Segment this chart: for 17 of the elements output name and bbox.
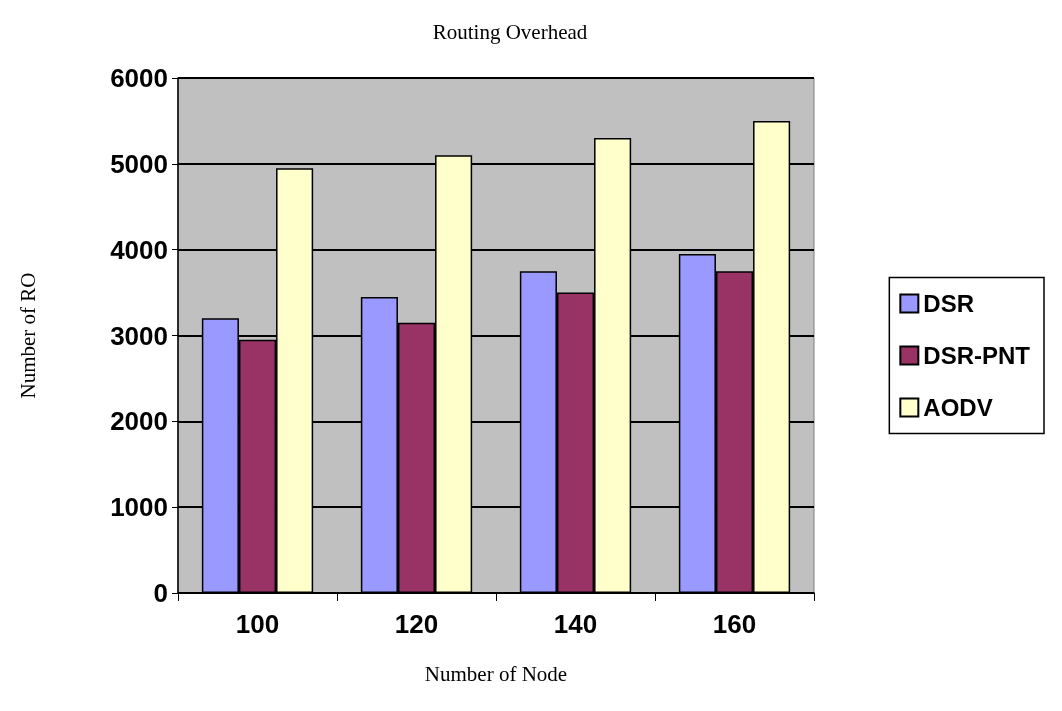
y-tick-label: 3000 — [110, 320, 168, 351]
y-tick-label: 4000 — [110, 234, 168, 265]
y-tick-label: 2000 — [110, 406, 168, 437]
y-tick-label: 1000 — [110, 492, 168, 523]
x-tick-label: 100 — [235, 609, 280, 639]
y-tick-label: 5000 — [110, 148, 168, 179]
legend-label: DSR — [923, 290, 975, 317]
legend-label: DSR-PNT — [923, 342, 1031, 369]
chart-title: Routing Overhead — [432, 19, 588, 44]
x-tick-label: 160 — [712, 609, 757, 639]
x-tick-label: 140 — [553, 609, 598, 639]
y-tick-label: 0 — [153, 578, 168, 608]
legend-label: AODV — [923, 394, 993, 421]
y-tick-label: 6000 — [110, 63, 168, 93]
y-axis-title: Number of RO — [15, 272, 40, 399]
x-axis-title: Number of Node — [424, 661, 568, 686]
x-tick-label: 120 — [394, 609, 439, 639]
